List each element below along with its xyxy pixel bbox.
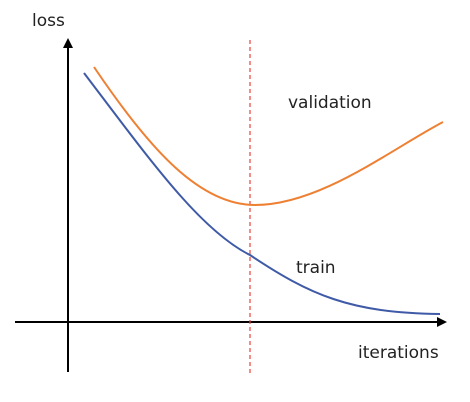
curve-label: train — [296, 258, 336, 278]
x-axis-label: iterations — [358, 343, 439, 363]
curve-label: validation — [288, 93, 372, 113]
y-axis-label: loss — [32, 11, 65, 31]
train-curve — [83, 72, 441, 315]
validation-curve — [93, 66, 444, 207]
